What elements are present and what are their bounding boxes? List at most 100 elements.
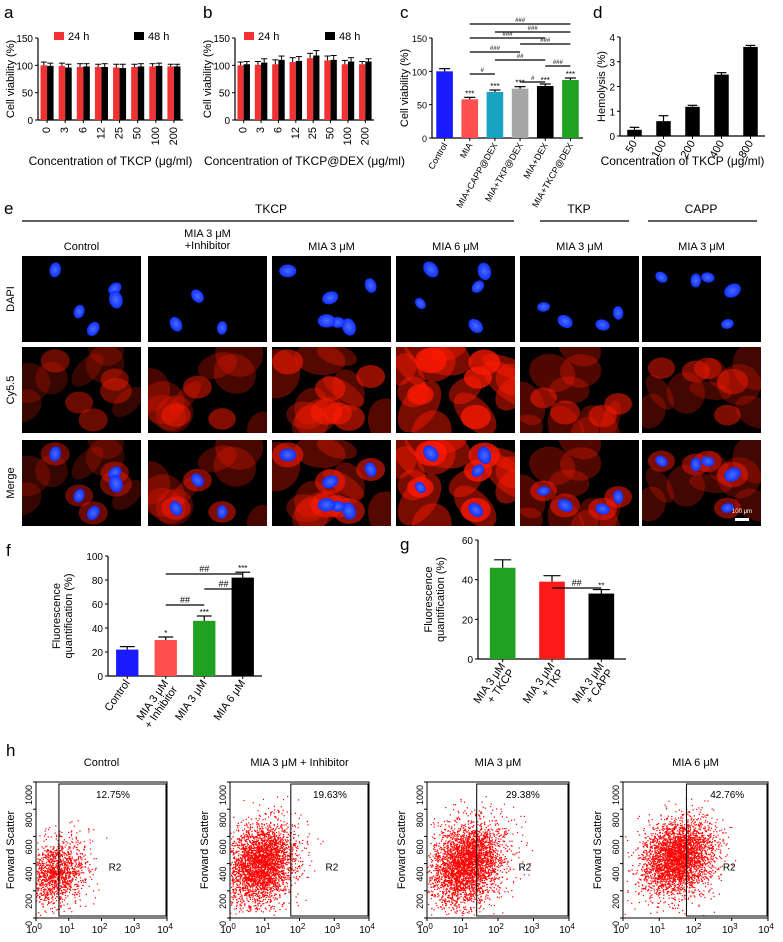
data-point	[278, 851, 281, 853]
data-point	[271, 851, 273, 853]
data-point	[284, 851, 286, 853]
y-axis-label-line: Fluorescence	[51, 583, 63, 649]
data-point	[272, 863, 274, 865]
data-point	[263, 882, 265, 885]
data-point	[283, 821, 285, 823]
data-point	[243, 900, 245, 902]
data-point	[269, 851, 271, 853]
data-point	[270, 862, 272, 864]
data-point	[38, 881, 40, 883]
data-point	[251, 898, 254, 900]
data-point	[82, 879, 84, 881]
data-point	[242, 899, 244, 901]
data-point	[68, 861, 70, 863]
data-point	[268, 864, 270, 866]
data-point	[270, 822, 272, 824]
data-point	[55, 873, 57, 876]
data-point	[302, 860, 304, 863]
data-point	[53, 881, 56, 883]
data-point	[246, 838, 248, 840]
scale-bar-label: 100 μm	[732, 509, 752, 515]
data-point	[273, 872, 275, 874]
data-point	[231, 904, 233, 906]
data-point	[233, 890, 235, 892]
data-point	[52, 867, 55, 869]
data-point	[246, 856, 248, 858]
data-point	[261, 831, 263, 833]
data-point	[245, 880, 247, 882]
data-point	[255, 911, 257, 913]
cy55-signal	[317, 347, 357, 367]
data-point	[265, 872, 267, 874]
data-point	[74, 884, 76, 886]
data-point	[285, 908, 287, 910]
data-point	[248, 878, 250, 880]
data-point	[256, 888, 259, 890]
data-point	[239, 896, 241, 898]
data-point	[232, 853, 235, 855]
flow-plot: MIA 3 μM + Inhibitor19.63%R2020040060080…	[199, 757, 375, 936]
data-point	[45, 899, 47, 901]
data-point	[288, 845, 290, 847]
data-point	[285, 824, 287, 826]
data-point	[236, 884, 238, 886]
cy55-signal	[396, 440, 426, 482]
data-point	[260, 869, 262, 871]
data-point	[242, 864, 244, 866]
data-point	[279, 874, 281, 876]
data-point	[81, 863, 83, 865]
legend-swatch	[54, 32, 64, 40]
data-point	[240, 839, 242, 841]
data-point	[257, 894, 259, 896]
data-point	[294, 824, 296, 826]
micrograph	[520, 256, 639, 342]
data-point	[49, 902, 51, 904]
data-point	[249, 828, 251, 830]
dapi-nucleus	[109, 290, 123, 309]
data-point	[250, 884, 252, 886]
data-point	[61, 883, 64, 885]
y-tick-label: 100	[86, 552, 103, 563]
data-point	[61, 867, 63, 869]
data-point	[254, 859, 256, 862]
data-point	[50, 846, 52, 848]
bar	[113, 67, 120, 120]
data-point	[283, 902, 285, 904]
data-point	[236, 825, 238, 827]
data-point	[75, 873, 78, 875]
data-point	[233, 841, 235, 843]
data-point	[240, 840, 243, 842]
y-axis-label: Hemolysis (%)	[596, 51, 608, 122]
data-point	[67, 860, 69, 862]
data-point	[48, 888, 50, 890]
data-point	[263, 864, 265, 866]
data-point	[63, 862, 65, 864]
data-point	[297, 879, 299, 881]
data-point	[265, 852, 267, 854]
data-point	[245, 840, 247, 842]
data-point	[267, 883, 269, 885]
data-point	[282, 873, 284, 875]
data-point	[72, 878, 74, 880]
data-point	[253, 858, 255, 860]
data-point	[247, 882, 250, 884]
data-point	[284, 851, 286, 854]
data-point	[253, 846, 255, 848]
bar	[167, 66, 174, 120]
x-tick-label: 0	[41, 127, 53, 133]
data-point	[54, 852, 57, 854]
x-tick-base: 10	[59, 925, 71, 936]
data-point	[251, 893, 253, 895]
data-point	[48, 860, 50, 862]
data-point	[283, 879, 285, 881]
data-point	[274, 830, 276, 832]
data-point	[297, 866, 300, 868]
data-point	[268, 816, 270, 818]
data-point	[267, 866, 270, 868]
x-tick-label: Control	[103, 678, 133, 714]
data-point	[268, 873, 270, 875]
data-point	[64, 856, 66, 858]
data-point	[257, 903, 259, 905]
bar	[131, 66, 138, 120]
cy55-signal	[704, 357, 730, 390]
